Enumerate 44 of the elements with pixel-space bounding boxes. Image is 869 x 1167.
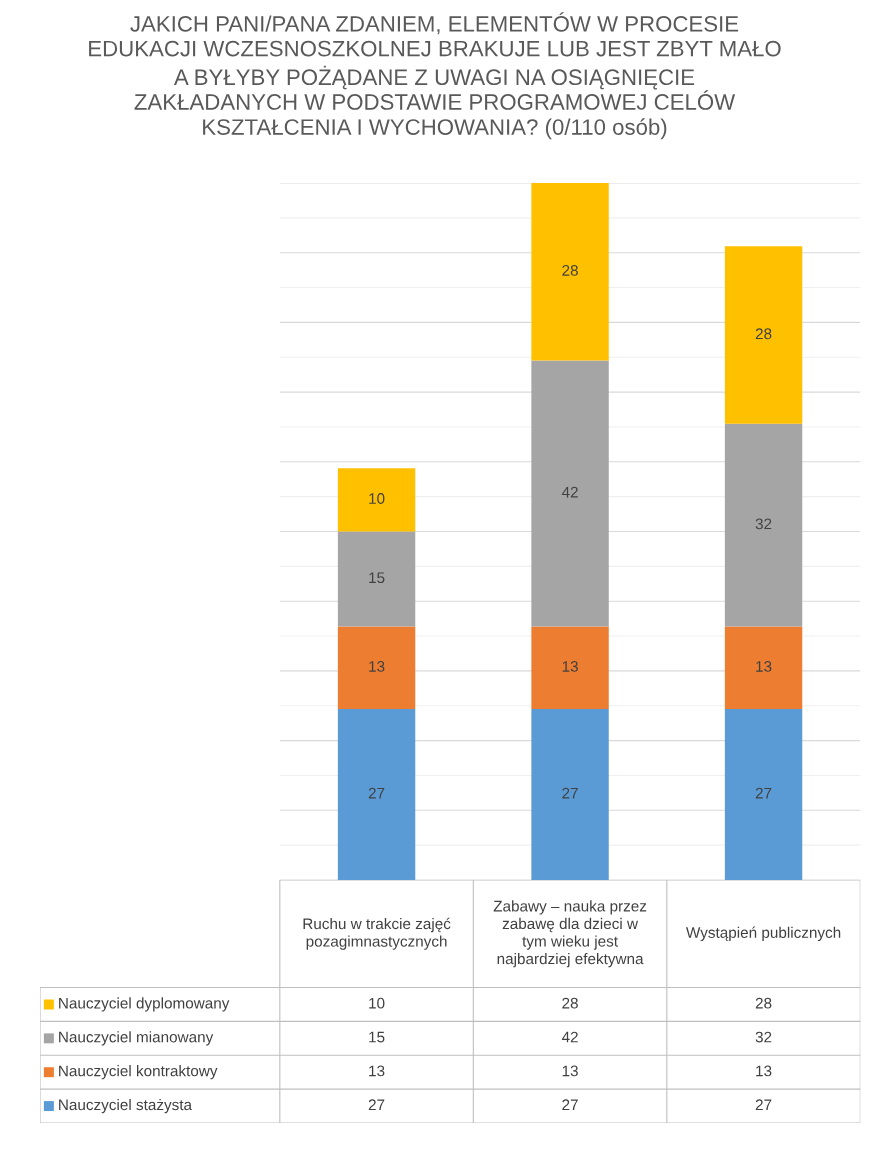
text: 27 [755, 787, 772, 799]
data-label: 10 [369, 997, 385, 1009]
data-label: 13 [369, 1065, 385, 1077]
x-tick-label: Zabawy – nauka przez zabawę dla dzieci w tym wieku jest najbardziej efektywna [493, 900, 647, 968]
bar [337, 531, 416, 627]
x-tick-label: Wystąpień publicznych [686, 926, 841, 941]
bar [724, 246, 803, 424]
data-label: 13 [756, 1065, 772, 1077]
chart-title: JAKICH PANI/PANA ZDANIEM, ELEMENTÓW W PROCESIE EDUKACJI WCZESNOSZKOLNEJ BRAKUJE LUB JEST ZBYT MAŁO A BYŁYBY POŻĄDANE Z UWAGI NA OSIĄGNIĘCIE ZAKŁADANYCH W PODSTAWIE PROGRAMOWEJ CELÓW KSZTAŁCENIA I WYCHOWANIA? (0/110 osób) [89, 12, 781, 140]
legend-label: Nauczyciel mianowany [59, 1031, 214, 1046]
bar [724, 626, 803, 709]
data-label: 28 [562, 997, 578, 1009]
bar [337, 708, 416, 880]
text: 10 [369, 493, 385, 504]
text: 15 [369, 572, 385, 584]
bar [724, 708, 803, 880]
text: 28 [562, 264, 578, 276]
data-label: 13 [562, 1065, 578, 1077]
bar [724, 423, 803, 627]
text: 27 [368, 787, 385, 799]
data-label: 28 [755, 997, 772, 1009]
data-label: 27 [562, 1099, 578, 1111]
text: 32 [755, 518, 772, 530]
text: 13 [756, 661, 772, 672]
text: 28 [755, 328, 772, 340]
bar [531, 708, 609, 880]
bar [337, 626, 416, 709]
x-tick-label: Ruchu w trakcie zajęć pozagimnastycznych [303, 917, 451, 950]
data-label: 42 [561, 1031, 578, 1043]
legend-label: Nauczyciel dyplomowany [59, 997, 230, 1012]
text: 13 [369, 661, 385, 672]
legend-label: Nauczyciel kontraktowy [59, 1065, 218, 1080]
data-label: 27 [368, 1099, 385, 1111]
text: 27 [562, 787, 578, 799]
bar [337, 468, 416, 532]
data-label: 27 [755, 1099, 772, 1111]
data-label: 15 [369, 1031, 385, 1043]
text: 42 [561, 486, 578, 498]
data-label: 32 [755, 1031, 772, 1043]
text: 13 [562, 661, 578, 672]
bar [531, 183, 609, 361]
bar [531, 626, 609, 709]
legend-label: Nauczyciel stażysta [59, 1098, 193, 1114]
bar [531, 360, 609, 627]
